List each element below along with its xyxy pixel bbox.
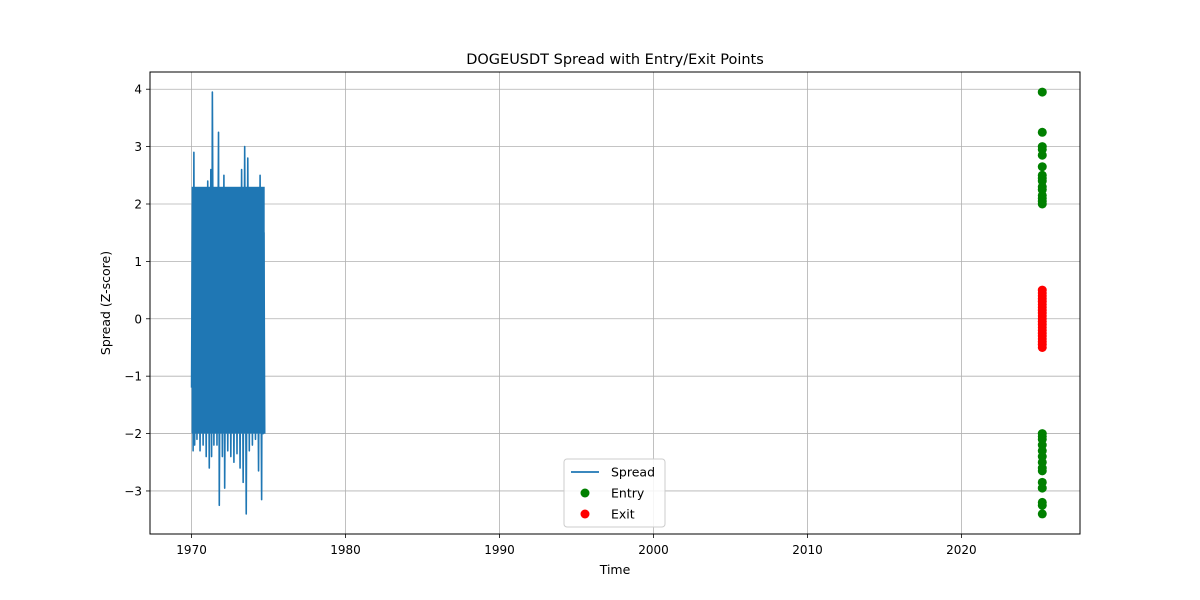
axis-ticks: 1970 1980 1990 2000 2010 2020 4 3 2 1 0 −1 −2 −3 [124,83,976,557]
legend-label-entry: Entry [611,486,645,501]
y-tick-label: 4 [134,83,142,97]
x-axis-label: Time [599,562,631,577]
plot-frame [149,71,1081,535]
legend-swatch-entry [580,488,590,498]
x-tick-label: 2010 [792,543,823,557]
chart-title: DOGEUSDT Spread with Entry/Exit Points [466,52,764,68]
x-tick-label: 2020 [946,543,977,557]
x-tick-label: 1980 [330,543,361,557]
y-tick-label: 0 [134,312,142,326]
x-tick-label: 2000 [638,543,669,557]
y-tick-label: −3 [124,484,142,498]
y-tick-label: −1 [124,370,142,384]
entry-point [1037,150,1047,160]
plot-data [190,87,1047,519]
legend: Spread Entry Exit [563,458,666,528]
legend-box [563,458,666,528]
entry-point [1037,199,1047,209]
spread-dense-band [191,186,265,434]
entry-point [1037,162,1047,172]
x-tick-label: 1970 [176,543,207,557]
y-axis-label: Spread (Z-score) [98,251,113,355]
exit-point [1037,342,1047,352]
entry-point [1037,509,1047,519]
entry-point [1037,466,1047,476]
legend-label-spread: Spread [611,465,655,480]
y-tick-label: 3 [134,140,142,154]
entry-point [1037,500,1047,510]
entry-point [1037,127,1047,137]
y-tick-label: −2 [124,427,142,441]
entry-point [1037,483,1047,493]
y-tick-label: 2 [134,198,142,212]
legend-label-exit: Exit [611,507,635,522]
x-tick-label: 1990 [484,543,515,557]
entry-point [1037,87,1047,97]
y-tick-label: 1 [134,255,142,269]
legend-swatch-exit [580,509,590,519]
